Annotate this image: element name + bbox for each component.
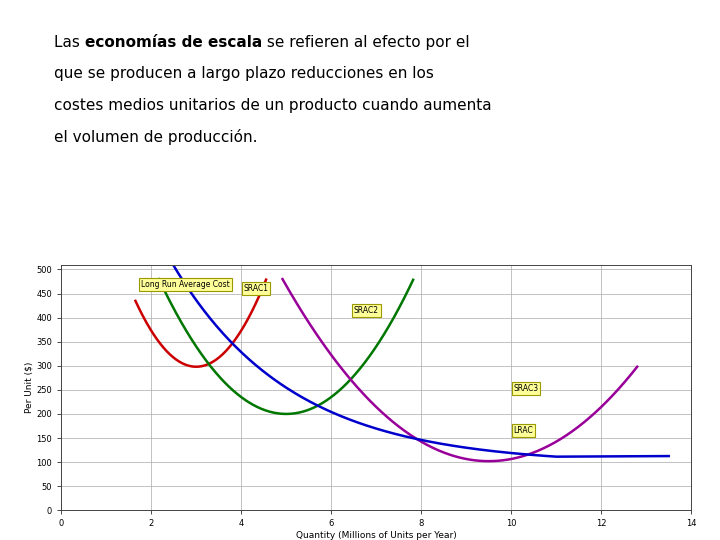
Text: SRAC3: SRAC3	[513, 384, 539, 394]
Text: se refieren al efecto por el: se refieren al efecto por el	[262, 35, 469, 50]
Text: Las: Las	[54, 35, 85, 50]
Text: SRAC2: SRAC2	[354, 306, 379, 315]
Text: Long Run Average Cost: Long Run Average Cost	[141, 280, 230, 289]
Text: costes medios unitarios de un producto cuando aumenta: costes medios unitarios de un producto c…	[54, 98, 492, 113]
X-axis label: Quantity (Millions of Units per Year): Quantity (Millions of Units per Year)	[296, 531, 456, 540]
Text: LRAC: LRAC	[513, 426, 534, 435]
Y-axis label: Per Unit ($): Per Unit ($)	[24, 362, 34, 413]
Text: el volumen de producción.: el volumen de producción.	[54, 129, 258, 145]
Text: SRAC1: SRAC1	[243, 284, 269, 293]
Text: economías de escala: economías de escala	[85, 35, 262, 50]
Text: que se producen a largo plazo reducciones en los: que se producen a largo plazo reduccione…	[54, 66, 434, 82]
